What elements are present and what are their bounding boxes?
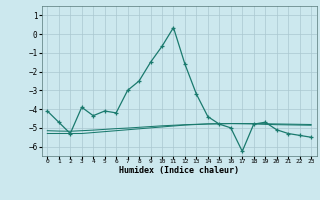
X-axis label: Humidex (Indice chaleur): Humidex (Indice chaleur) bbox=[119, 166, 239, 175]
